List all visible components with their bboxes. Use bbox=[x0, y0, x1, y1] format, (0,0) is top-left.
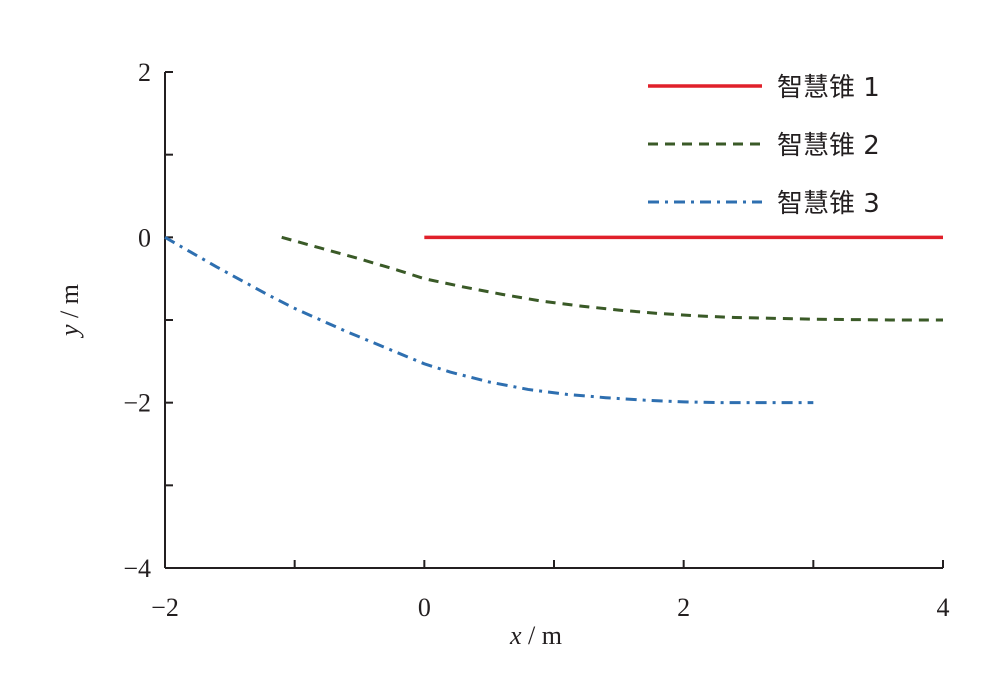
y-tick-label: −2 bbox=[123, 389, 151, 418]
x-axis-title: x / m bbox=[509, 621, 562, 650]
legend-label-2: 智慧锥 2 bbox=[777, 131, 880, 161]
x-axis-variable: x bbox=[509, 621, 522, 650]
axes: −4−202−2 0 2 4 bbox=[123, 58, 949, 622]
legend-label-3: 智慧锥 3 bbox=[777, 189, 880, 219]
y-axis-unit: m bbox=[55, 284, 84, 304]
series-3-line bbox=[164, 236, 814, 405]
series-layer bbox=[164, 235, 943, 405]
y-tick-label: 2 bbox=[138, 58, 151, 87]
x-tick-label: 2 bbox=[677, 593, 690, 622]
series-2-line bbox=[281, 235, 943, 322]
y-tick-label: 0 bbox=[138, 223, 151, 252]
y-axis-variable: y bbox=[55, 324, 84, 339]
y-tick-label: −4 bbox=[123, 554, 151, 583]
x-tick-label: 0 bbox=[418, 593, 431, 622]
axis-titles: x / m y / m bbox=[55, 284, 562, 650]
x-tick-label: −2 bbox=[151, 593, 179, 622]
x-axis-unit: m bbox=[542, 621, 562, 650]
x-axis-separator: / bbox=[522, 621, 542, 650]
y-axis-separator: / bbox=[55, 304, 84, 324]
legend: 智慧锥 1 智慧锥 2 智慧锥 3 bbox=[648, 73, 880, 219]
y-axis-title: y / m bbox=[55, 284, 84, 339]
legend-label-1: 智慧锥 1 bbox=[777, 73, 880, 103]
x-tick-label: 4 bbox=[937, 593, 950, 622]
